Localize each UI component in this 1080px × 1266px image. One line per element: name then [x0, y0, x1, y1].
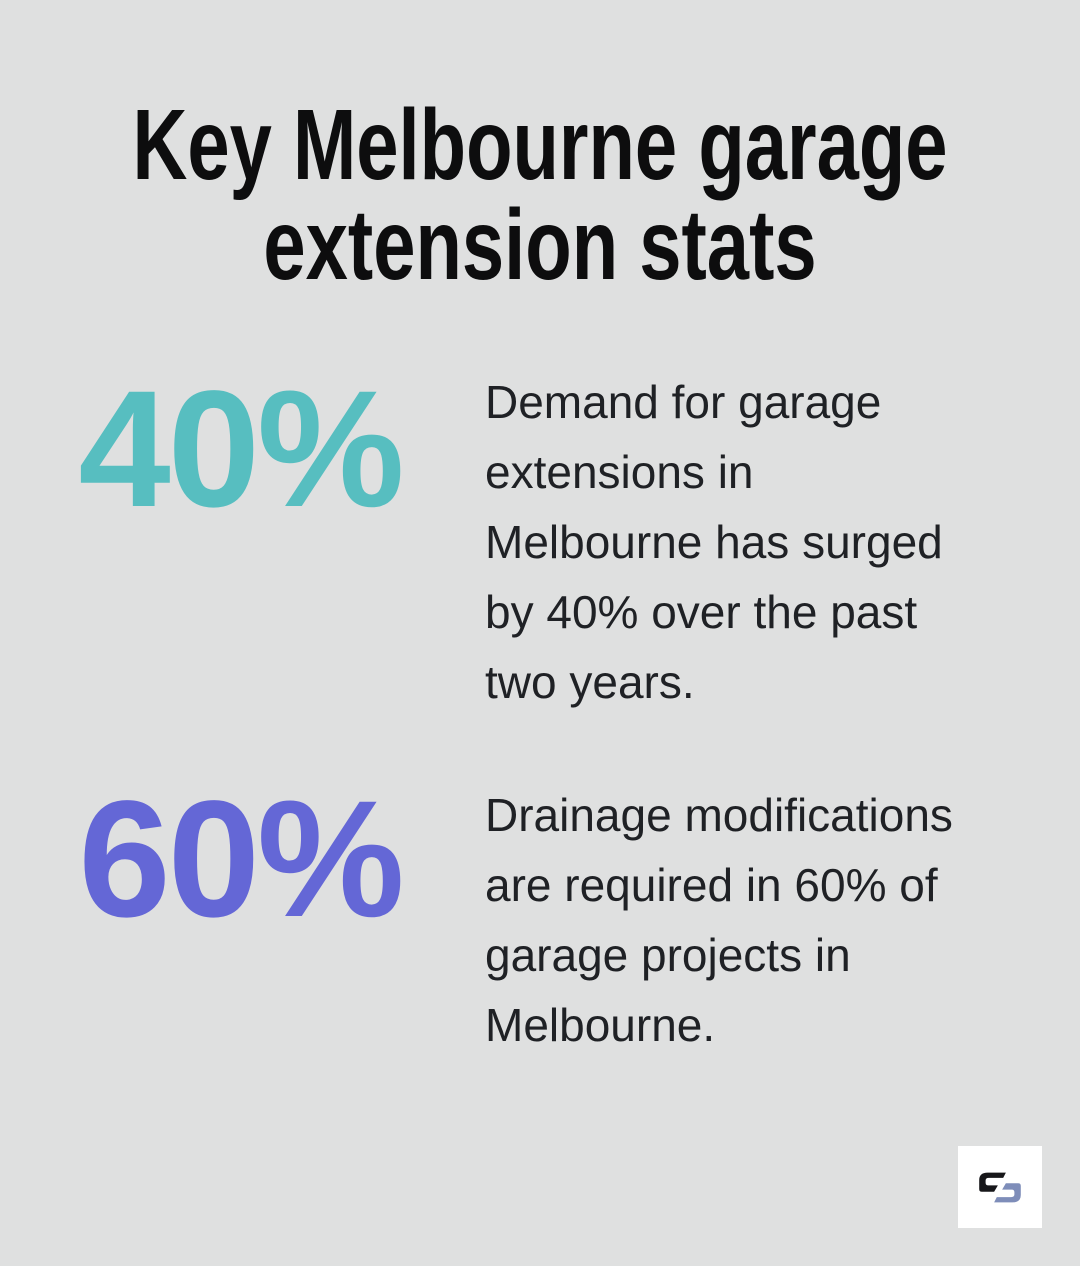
stat-40-value: 40% [78, 357, 404, 542]
brand-logo-upper-shape [978, 1171, 1008, 1193]
page-title-line-1: Key Melbourne garage [132, 89, 948, 201]
brand-logo-lower-shape [992, 1181, 1022, 1204]
brand-logo-icon [978, 1171, 1022, 1204]
stat-40-description: Demand for garage extensions in Melbourn… [485, 376, 943, 708]
stat-60-value: 60% [78, 767, 404, 952]
brand-logo-card [958, 1146, 1042, 1228]
stat-60-description: Drainage modifications are required in 6… [485, 789, 953, 1051]
page-title: Key Melbourne garage extension stats [130, 95, 951, 295]
page-title-line-2: extension stats [263, 189, 817, 301]
